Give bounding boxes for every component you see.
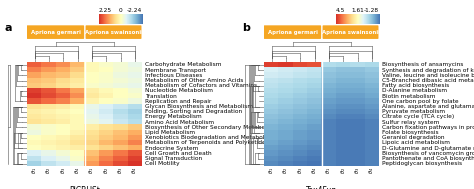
Text: 1.61: 1.61 <box>351 8 364 13</box>
Text: $\theta_{2}$: $\theta_{2}$ <box>339 167 348 174</box>
Text: Apriona germari: Apriona germari <box>30 30 81 35</box>
Text: $\theta_{3}$: $\theta_{3}$ <box>353 167 362 174</box>
Text: 2.25: 2.25 <box>99 8 112 13</box>
Text: PICRUSt: PICRUSt <box>69 186 100 189</box>
FancyBboxPatch shape <box>27 25 84 39</box>
Text: Apriona germari: Apriona germari <box>267 30 318 35</box>
Text: b: b <box>242 23 250 33</box>
Text: $\theta_{4}$: $\theta_{4}$ <box>130 167 139 174</box>
Text: $\theta_{2}$: $\theta_{2}$ <box>282 167 291 174</box>
Text: $\theta_{1}$: $\theta_{1}$ <box>30 167 39 174</box>
Text: Apriona swainsonii: Apriona swainsonii <box>84 30 143 35</box>
Text: $\theta_{2}$: $\theta_{2}$ <box>45 167 54 174</box>
Text: $\theta_{4}$: $\theta_{4}$ <box>73 167 82 174</box>
FancyBboxPatch shape <box>264 25 321 39</box>
Text: $\theta_{3}$: $\theta_{3}$ <box>116 167 125 174</box>
Text: $\theta_{4}$: $\theta_{4}$ <box>367 167 376 174</box>
Text: 0: 0 <box>118 8 122 13</box>
Text: Tax4Fun: Tax4Fun <box>306 186 337 189</box>
Text: $\theta_{1}$: $\theta_{1}$ <box>88 167 97 174</box>
Text: $\theta_{1}$: $\theta_{1}$ <box>325 167 334 174</box>
Text: $\theta_{3}$: $\theta_{3}$ <box>296 167 305 174</box>
Text: 4.5: 4.5 <box>336 8 345 13</box>
Text: $\theta_{4}$: $\theta_{4}$ <box>310 167 319 174</box>
Text: $\theta_{3}$: $\theta_{3}$ <box>59 167 68 174</box>
FancyBboxPatch shape <box>86 25 141 39</box>
Text: Apriona swainsonii: Apriona swainsonii <box>321 30 380 35</box>
Text: -1.28: -1.28 <box>364 8 379 13</box>
Text: $\theta_{2}$: $\theta_{2}$ <box>102 167 111 174</box>
Text: $\theta_{1}$: $\theta_{1}$ <box>267 167 276 174</box>
FancyBboxPatch shape <box>323 25 378 39</box>
Text: a: a <box>5 23 12 33</box>
Text: -2.24: -2.24 <box>127 8 142 13</box>
